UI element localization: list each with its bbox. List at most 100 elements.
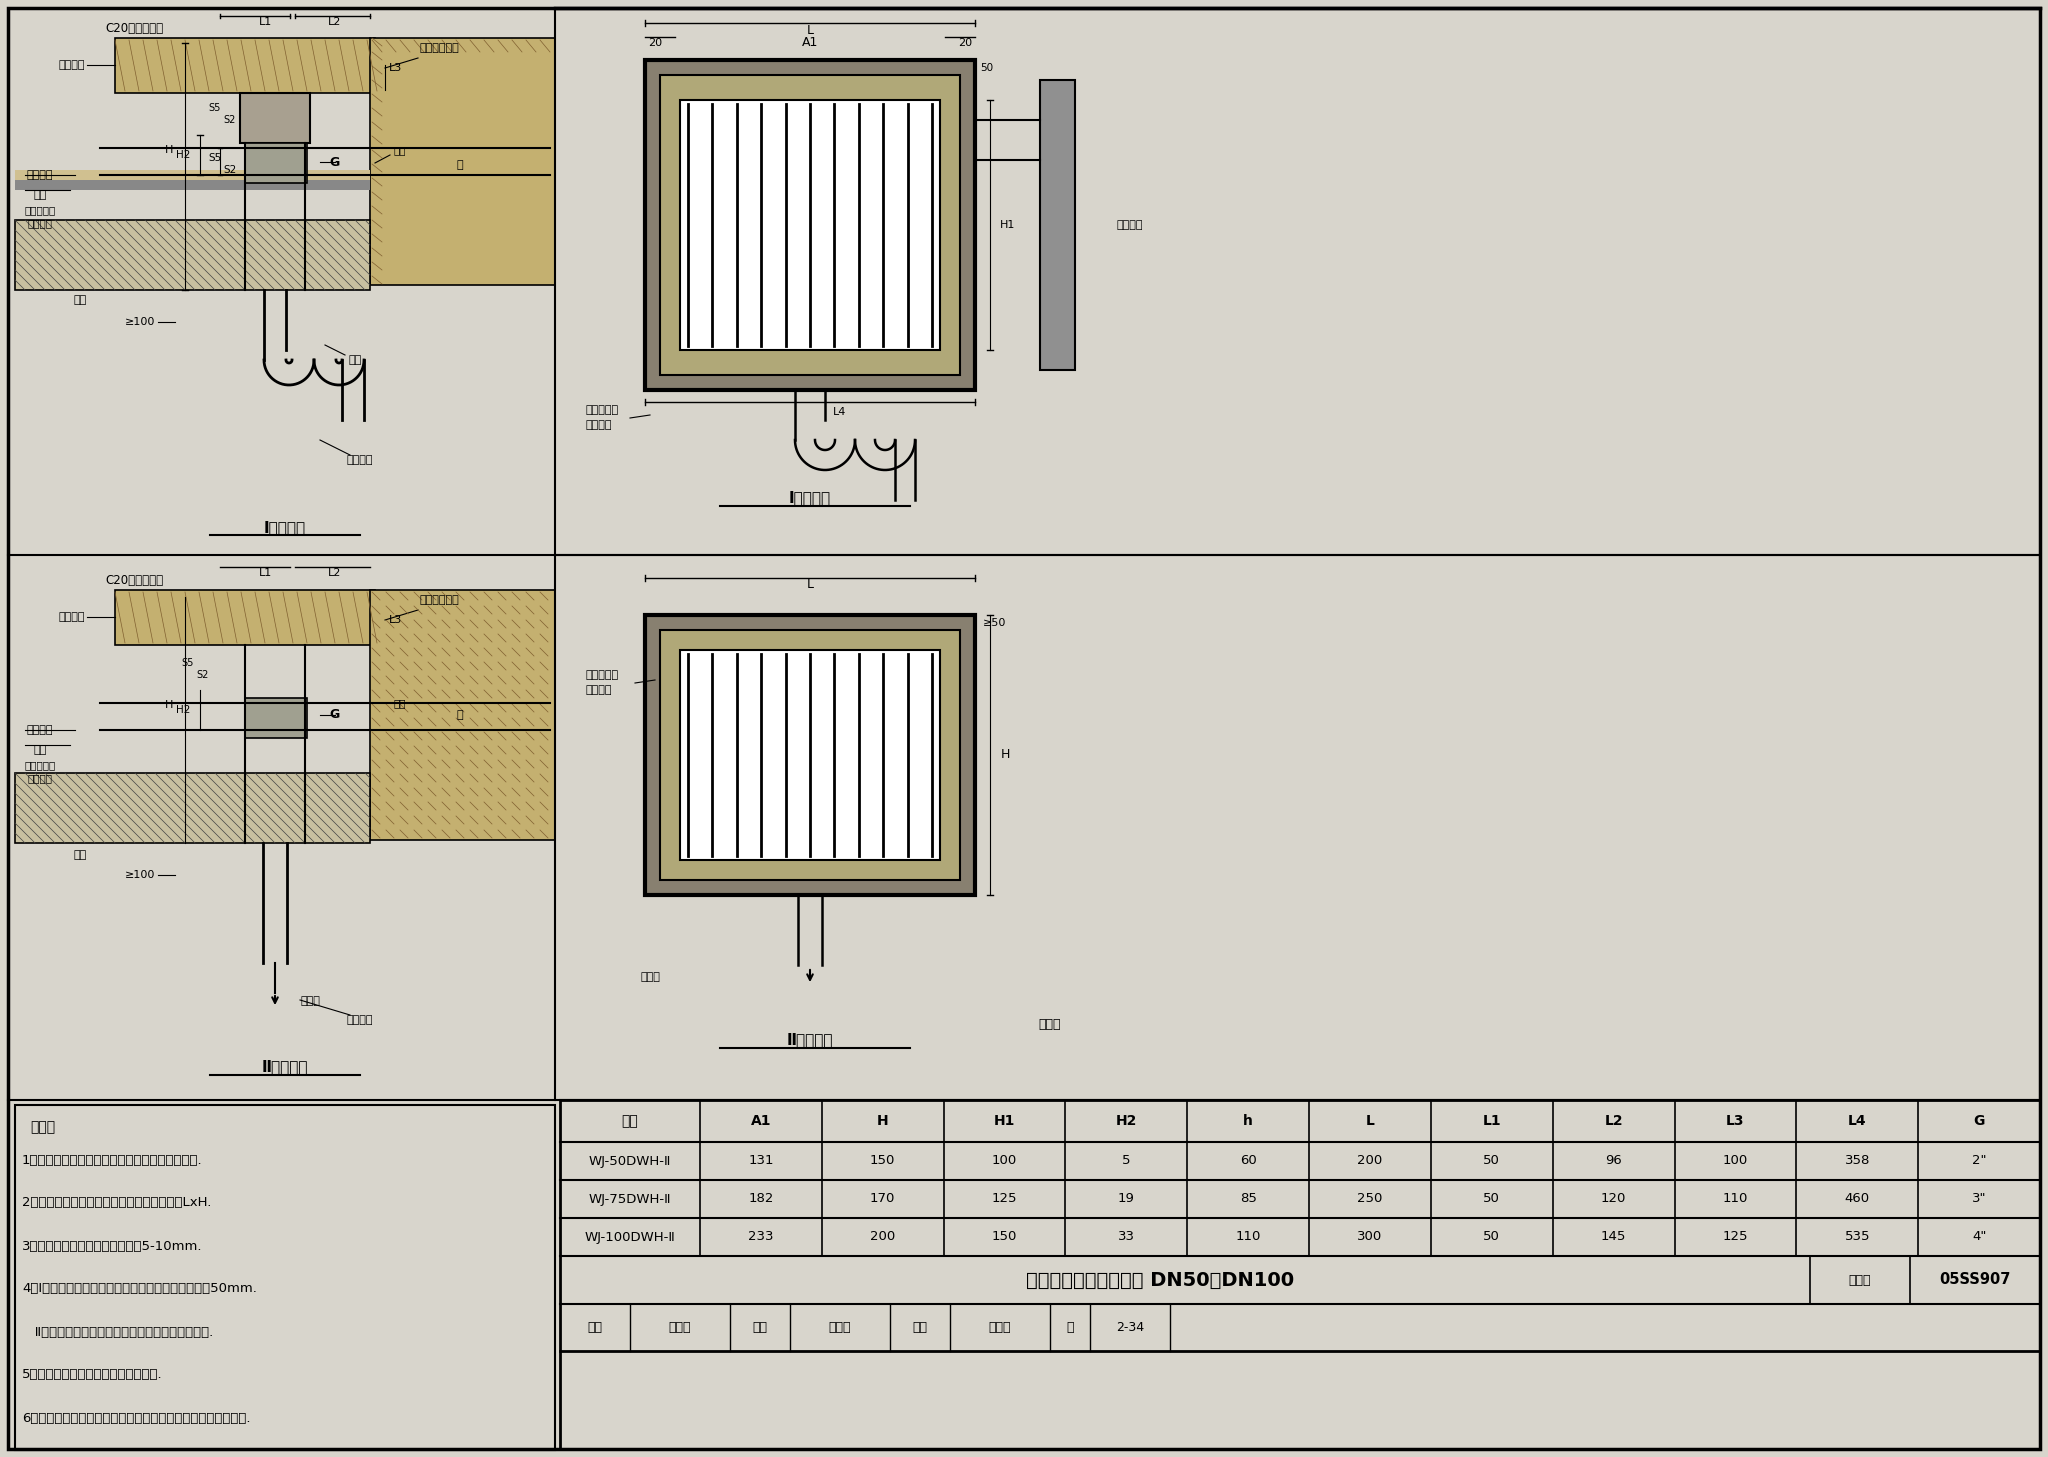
Text: 墙: 墙 [457,160,463,170]
Text: 170: 170 [870,1192,895,1205]
Text: 20: 20 [958,38,973,48]
Text: H2: H2 [176,150,190,160]
Text: S5: S5 [209,103,221,114]
Text: H: H [164,699,172,710]
Bar [645,60,975,390]
Text: 型号: 型号 [623,1115,639,1128]
Text: 145: 145 [1602,1231,1626,1243]
Text: 墙: 墙 [457,710,463,720]
Bar [14,181,371,189]
Text: 1、本图适用于楼板下面不允许敷设排水管的场所.: 1、本图适用于楼板下面不允许敷设排水管的场所. [23,1154,203,1167]
Text: 至明沟: 至明沟 [641,972,659,982]
Text: 33: 33 [1118,1231,1135,1243]
Text: L2: L2 [328,17,342,28]
Text: 100: 100 [1722,1154,1749,1167]
Text: L1: L1 [1483,1115,1501,1128]
Text: H2: H2 [1116,1115,1137,1128]
Text: 182: 182 [748,1192,774,1205]
Bar [240,93,309,143]
Text: 200: 200 [1358,1154,1382,1167]
Text: H1: H1 [993,1115,1016,1128]
Text: Ⅱ型正视图: Ⅱ型正视图 [786,1033,834,1048]
Text: 100: 100 [991,1154,1018,1167]
Text: S2: S2 [223,115,236,125]
Text: 陈龙美: 陈龙美 [989,1321,1012,1335]
Text: Ⅰ型安装图: Ⅰ型安装图 [264,520,305,536]
Text: 460: 460 [1845,1192,1870,1205]
Text: 110: 110 [1722,1192,1749,1205]
Text: L2: L2 [328,568,342,578]
Text: 3、本地漏进水面应低于周围地面5-10mm.: 3、本地漏进水面应低于周围地面5-10mm. [23,1240,203,1253]
Text: 衬塑镀锌钢管: 衬塑镀锌钢管 [420,44,459,52]
Text: 2、本地漏安装时应预留安装洞，留洞尺寸为LxH.: 2、本地漏安装时应预留安装洞，留洞尺寸为LxH. [23,1196,211,1209]
Text: WJ-75DWH-Ⅱ: WJ-75DWH-Ⅱ [588,1192,672,1205]
Text: 衬塑镀锌钢管: 衬塑镀锌钢管 [420,594,459,605]
Text: 至明沟: 至明沟 [301,997,319,1005]
Text: 5: 5 [1122,1154,1130,1167]
Text: 20: 20 [647,38,662,48]
Text: 夹夹: 夹夹 [393,146,406,154]
Text: H: H [164,146,172,154]
Text: 校对: 校对 [752,1321,768,1335]
Text: WJ-100DWH-Ⅱ: WJ-100DWH-Ⅱ [584,1231,676,1243]
Text: Ⅰ型正视图: Ⅰ型正视图 [788,491,831,506]
Text: 建筑设计: 建筑设计 [27,774,53,782]
Bar [659,629,961,880]
Text: 楼板: 楼板 [74,849,86,860]
Bar [14,170,371,185]
Text: 审核: 审核 [588,1321,602,1335]
Text: 6、本图系根据江苏省通州市五佳铸铁总厂提供的技术资料编制.: 6、本图系根据江苏省通州市五佳铸铁总厂提供的技术资料编制. [23,1412,250,1425]
Text: 弯头: 弯头 [348,356,362,366]
Text: H: H [999,749,1010,762]
Text: 防水做法见: 防水做法见 [25,761,55,769]
Text: 防水做法见: 防水做法见 [586,405,618,415]
Text: 131: 131 [748,1154,774,1167]
Text: 螺纹连接: 螺纹连接 [346,1016,373,1026]
Text: 300: 300 [1358,1231,1382,1243]
Text: 4、Ⅰ型地漏接入排水管道时应带有存水弯，水封深度50mm.: 4、Ⅰ型地漏接入排水管道时应带有存水弯，水封深度50mm. [23,1282,256,1295]
Bar [14,774,371,844]
Text: 50: 50 [1483,1231,1501,1243]
Bar [1040,80,1075,370]
Text: 马信国: 马信国 [829,1321,852,1335]
Text: 125: 125 [1722,1231,1749,1243]
Text: 尺寸表: 尺寸表 [1038,1018,1061,1032]
Text: 排水立管: 排水立管 [1116,220,1143,230]
Text: L: L [807,578,813,592]
Bar [371,590,555,841]
Text: L1: L1 [258,568,272,578]
Text: 110: 110 [1235,1231,1262,1243]
Text: H1: H1 [999,220,1016,230]
Text: G: G [330,156,340,169]
Text: 150: 150 [991,1231,1018,1243]
Text: 铸铁侧墙式地漏安装图 DN50～DN100: 铸铁侧墙式地漏安装图 DN50～DN100 [1026,1271,1294,1289]
Text: L3: L3 [389,615,401,625]
Bar [14,1104,555,1450]
Text: 150: 150 [870,1154,895,1167]
Text: 85: 85 [1239,1192,1257,1205]
Bar [680,650,940,860]
Text: S5: S5 [209,153,221,163]
Bar [14,774,371,844]
Text: 5、图中所用的钢管均为衬塑镀锌钢管.: 5、图中所用的钢管均为衬塑镀锌钢管. [23,1368,162,1381]
Text: L1: L1 [258,17,272,28]
Text: H: H [877,1115,889,1128]
Bar [680,101,940,350]
Text: WJ-50DWH-Ⅱ: WJ-50DWH-Ⅱ [590,1154,672,1167]
Text: 233: 233 [748,1231,774,1243]
Text: G: G [330,708,340,721]
Text: A1: A1 [752,1115,772,1128]
Text: L3: L3 [1726,1115,1745,1128]
Bar [115,590,375,645]
Text: S2: S2 [197,670,209,680]
Text: C20细石混凝土: C20细石混凝土 [104,22,164,35]
Text: 3": 3" [1972,1192,1987,1205]
Text: L4: L4 [834,407,846,417]
Text: H2: H2 [176,705,190,715]
Text: 50: 50 [981,63,993,73]
Text: 设计地面: 设计地面 [27,726,53,734]
Text: 05SS907: 05SS907 [1939,1272,2011,1288]
Text: 2": 2" [1972,1154,1987,1167]
Text: 250: 250 [1358,1192,1382,1205]
Text: Ⅱ型地漏不带存水弯，适用于直接排入明沟的场所.: Ⅱ型地漏不带存水弯，适用于直接排入明沟的场所. [23,1326,213,1339]
